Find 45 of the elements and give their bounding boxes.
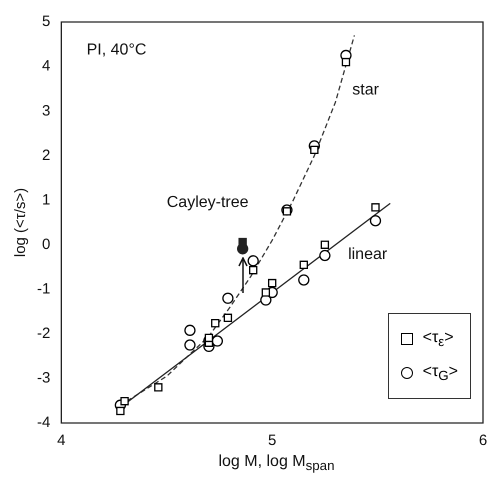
point bbox=[212, 335, 224, 347]
annotation: linear bbox=[348, 246, 388, 263]
point bbox=[184, 339, 196, 351]
point bbox=[298, 274, 310, 286]
legend-label: <τ$_{ε}$> bbox=[422, 328, 454, 350]
y-tick-label: -1 bbox=[36, 280, 50, 298]
annotation: PI, 40°C bbox=[86, 41, 146, 58]
point bbox=[154, 383, 163, 392]
y-axis-title: log (<τ/s>) bbox=[12, 188, 30, 258]
point bbox=[116, 406, 125, 416]
point bbox=[371, 203, 380, 212]
x-tick-label: 6 bbox=[478, 432, 488, 450]
y-tick-label: -4 bbox=[36, 414, 50, 432]
point bbox=[222, 292, 234, 304]
point bbox=[342, 58, 350, 66]
y-tick-label: 5 bbox=[42, 13, 50, 30]
y-tick-label: 4 bbox=[42, 58, 50, 75]
point bbox=[184, 324, 196, 336]
point bbox=[262, 288, 270, 297]
y-tick-label: 1 bbox=[42, 191, 50, 208]
point bbox=[120, 396, 129, 406]
point bbox=[319, 250, 331, 262]
point bbox=[300, 260, 308, 270]
point bbox=[224, 314, 232, 322]
point bbox=[211, 319, 220, 328]
point bbox=[320, 240, 330, 249]
legend-label: <τ$_{G}$> bbox=[422, 362, 458, 384]
point bbox=[238, 238, 247, 246]
annotation: star bbox=[352, 82, 380, 99]
point bbox=[248, 255, 259, 266]
y-tick-label: 2 bbox=[42, 146, 50, 164]
y-tick-label: 0 bbox=[42, 236, 50, 253]
annotation: Cayley-tree bbox=[166, 194, 249, 211]
point bbox=[249, 266, 258, 274]
point bbox=[204, 334, 214, 342]
point bbox=[310, 146, 319, 154]
x-axis-title: log M, log M$_{span}$ bbox=[217, 453, 336, 474]
point bbox=[282, 207, 292, 216]
x-tick-label: 4 bbox=[57, 432, 66, 450]
y-tick-label: -3 bbox=[36, 370, 50, 387]
y-tick-label: 3 bbox=[42, 102, 50, 120]
y-tick-label: -2 bbox=[36, 325, 50, 342]
point bbox=[268, 278, 276, 288]
point bbox=[370, 215, 382, 226]
x-tick-label: 5 bbox=[268, 432, 276, 450]
